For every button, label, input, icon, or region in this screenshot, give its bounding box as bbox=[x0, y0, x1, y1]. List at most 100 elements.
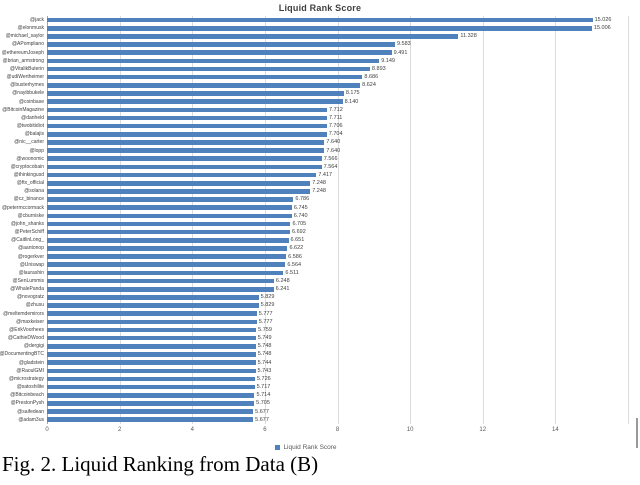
bar bbox=[47, 197, 294, 202]
bar-category-label: @solana bbox=[24, 188, 44, 195]
bar bbox=[47, 303, 259, 308]
bar-row: @laurashin 6.511 bbox=[19, 269, 628, 277]
bar bbox=[47, 205, 292, 210]
bar-category-label: @ftx_official bbox=[16, 180, 44, 187]
bar-category-label: @novogratz bbox=[16, 294, 44, 301]
bar-value-label: 5.677 bbox=[255, 416, 269, 423]
bar-row: @meltemdemirors 5.777 bbox=[3, 310, 628, 318]
bar-category-label: @cryptocobain bbox=[10, 163, 44, 170]
gridline bbox=[482, 16, 484, 424]
bar-category-label: @rogerkver bbox=[17, 253, 44, 260]
bar-category-label: @PeterSchiff bbox=[14, 229, 44, 236]
bar bbox=[47, 42, 395, 47]
legend-swatch-icon bbox=[275, 444, 281, 450]
bar-row: @woonomic 7.566 bbox=[16, 155, 628, 163]
bar-value-label: 5.726 bbox=[256, 375, 271, 382]
bar-category-label: @meltemdemirors bbox=[3, 310, 44, 317]
bar-category-label: @WhalePanda bbox=[10, 286, 44, 293]
bar-value-label: 8.140 bbox=[344, 98, 359, 105]
bar-category-label: @zhusu bbox=[25, 302, 44, 309]
bar bbox=[47, 34, 459, 39]
gridline bbox=[119, 16, 121, 424]
bar-row: @busterhymes 8.624 bbox=[10, 81, 628, 89]
bar-category-label: @nic__carter bbox=[14, 139, 44, 146]
bar-row: @WhalePanda 6.241 bbox=[10, 285, 628, 293]
bar bbox=[47, 148, 325, 153]
bar-value-label: 5.777 bbox=[258, 310, 273, 317]
bar bbox=[47, 25, 592, 31]
bar bbox=[47, 83, 361, 88]
bar-value-label: 15.026 bbox=[594, 17, 612, 23]
bar bbox=[47, 270, 284, 276]
chart-legend: Liquid Rank Score bbox=[0, 444, 612, 451]
bar bbox=[47, 238, 289, 243]
bar-row: @RaoulGMI 5.743 bbox=[16, 367, 628, 375]
bar-value-label: 15.006 bbox=[593, 25, 611, 32]
bar-category-label: @coinbase bbox=[18, 98, 44, 105]
bar bbox=[47, 368, 256, 374]
gridline bbox=[47, 16, 48, 424]
bar-value-label: 8.624 bbox=[362, 82, 376, 89]
bar-category-label: @brian_armstrong bbox=[2, 57, 44, 64]
bar-category-label: @satoshilite bbox=[16, 384, 44, 391]
bar-row: @saifedean 5.677 bbox=[17, 408, 628, 416]
bar-value-label: 5.744 bbox=[257, 359, 272, 366]
figure-caption: Fig. 2. Liquid Ranking from Data (B) bbox=[2, 452, 319, 476]
bar-row: @BitcoinMagazine 7.712 bbox=[2, 106, 628, 114]
bar-row: @ethereumJoseph 9.491 bbox=[2, 49, 628, 57]
bar bbox=[47, 376, 255, 382]
bar-category-label: @aantonop bbox=[18, 245, 44, 252]
bar-row: @novogratz 5.829 bbox=[17, 293, 628, 301]
x-axis-tick-label: 4 bbox=[190, 427, 194, 433]
bar-value-label: 9.583 bbox=[396, 41, 411, 48]
bar bbox=[47, 295, 259, 300]
bar-category-label: @balajis bbox=[24, 131, 44, 138]
bar-value-label: 9.149 bbox=[381, 57, 395, 64]
bar-value-label: 8.686 bbox=[364, 74, 379, 81]
bar-row: @nayibbukele 8.175 bbox=[12, 89, 628, 97]
bar-category-label: @cburniske bbox=[17, 212, 44, 219]
gridline bbox=[555, 16, 557, 424]
bar-value-label: 8.893 bbox=[371, 65, 386, 72]
bar bbox=[47, 254, 287, 259]
bar-row: @microstrategy 5.726 bbox=[9, 375, 628, 383]
bar-value-label: 6.564 bbox=[287, 261, 302, 268]
bar bbox=[47, 131, 327, 137]
bar-row: @satoshilite 5.717 bbox=[17, 383, 628, 391]
bar-category-label: @michael_saylor bbox=[5, 33, 44, 40]
bar-category-label: @busterhymes bbox=[10, 82, 44, 89]
bar-row: @petermccormack 6.745 bbox=[2, 204, 628, 212]
bar-row: @APompliano 9.583 bbox=[12, 40, 628, 48]
bar-value-label: 7.704 bbox=[328, 131, 343, 138]
bar-row: @CathieDWood 5.749 bbox=[8, 334, 628, 342]
bar-value-label: 9.491 bbox=[393, 49, 408, 56]
bar-row: @VitalikButerin 8.893 bbox=[10, 65, 628, 73]
bar-row: @michael_saylor 11.328 bbox=[6, 32, 628, 40]
bar bbox=[47, 335, 256, 341]
bar-row: @SenLummis 6.248 bbox=[13, 277, 628, 285]
bar-row: @DocumentingBTC 5.748 bbox=[0, 350, 628, 358]
bar-category-label: @john_shanks bbox=[10, 220, 44, 227]
bar-row: @cryptocobain 7.564 bbox=[11, 163, 628, 171]
bar-value-label: 5.717 bbox=[256, 384, 271, 391]
bar bbox=[47, 91, 344, 96]
bar-value-label: 7.711 bbox=[329, 114, 343, 121]
bar-category-label: @jack bbox=[30, 17, 44, 23]
gridline bbox=[264, 16, 266, 424]
bar bbox=[47, 50, 392, 56]
bar-category-label: @twobitidiot bbox=[16, 123, 44, 130]
gridline bbox=[337, 16, 339, 424]
bar-value-label: 6.786 bbox=[295, 196, 310, 203]
bar-category-label: @Uniswap bbox=[19, 261, 44, 268]
bar bbox=[47, 278, 274, 284]
bar-value-label: 5.748 bbox=[257, 351, 272, 358]
x-axis-ticks: 0 2 4 6 8 10 12 14 bbox=[45, 427, 628, 436]
bar bbox=[47, 107, 328, 113]
bar-category-label: @CaitlinLong_ bbox=[11, 237, 44, 244]
gridline bbox=[628, 16, 629, 424]
bar-row: @twobitidiot 7.706 bbox=[17, 122, 628, 130]
bar bbox=[47, 180, 311, 186]
bar-category-label: @adam3us bbox=[18, 416, 44, 423]
bar-category-label: @BitcoinMagazine bbox=[2, 106, 44, 113]
